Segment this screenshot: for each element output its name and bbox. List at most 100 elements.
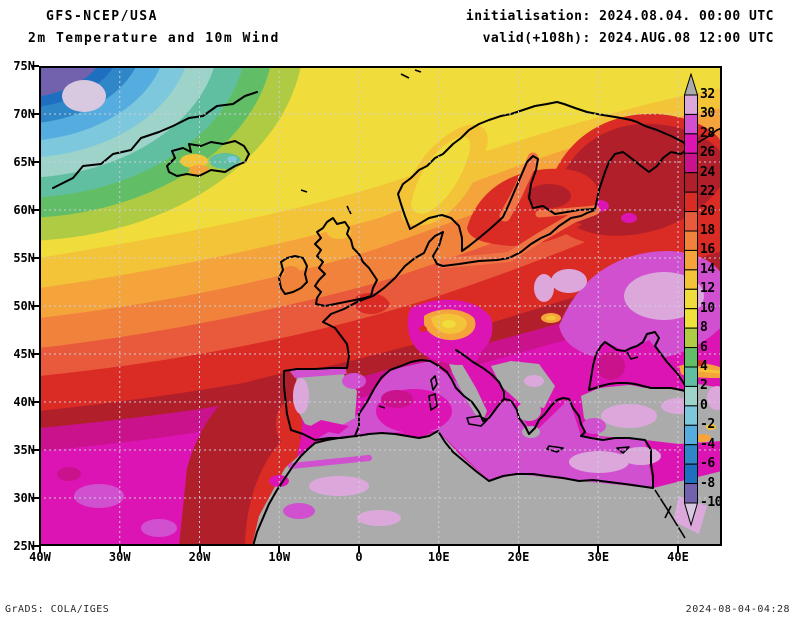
iceland-coast — [166, 140, 250, 177]
temperature-field — [39, 66, 722, 546]
lon-label: 10W — [268, 550, 291, 564]
cold-region-northwest — [39, 66, 301, 241]
colorbar-below-min-arrow — [683, 502, 699, 527]
lat-tick — [32, 449, 39, 451]
colorbar-tick-label: -8 — [700, 475, 715, 491]
lat-tick — [32, 401, 39, 403]
colorbar-tick-label: 6 — [700, 339, 708, 355]
lat-label: 75N — [13, 59, 35, 73]
colorbar-tick-label: 0 — [700, 397, 708, 413]
colorbar-segment — [684, 385, 698, 407]
colorbar-segment — [684, 463, 698, 485]
lon-label: 20W — [188, 550, 211, 564]
colorbar-segment — [684, 211, 698, 232]
colorbar-tick-label: 22 — [700, 184, 715, 200]
lat-tick — [32, 545, 39, 547]
lat-tick — [32, 113, 39, 115]
initialisation-time: initialisation: 2024.08.04. 00:00 UTC — [465, 9, 774, 24]
scandinavia-baltic-side — [409, 155, 596, 252]
lon-tick — [517, 546, 520, 553]
colorbar-tick-label: 26 — [700, 145, 715, 161]
colorbar-segment — [684, 444, 698, 465]
colorbar-segment — [684, 230, 698, 251]
lat-tick — [32, 161, 39, 163]
colorbar-segment — [684, 347, 698, 368]
colorbar-above-max-arrow — [683, 72, 699, 96]
lon-tick — [118, 546, 121, 553]
norway-kola-coast — [397, 101, 690, 230]
lat-label: 70N — [13, 107, 35, 121]
colorbar-segment — [684, 113, 698, 135]
colorbar-segment — [684, 269, 698, 290]
lat-tick — [32, 257, 39, 259]
sicily-coast — [466, 415, 488, 427]
colorbar-tick-label: 10 — [700, 300, 715, 316]
colorbar-tick-label: 32 — [700, 87, 715, 102]
lon-tick — [278, 546, 281, 553]
lat-label: 40N — [13, 395, 35, 409]
creation-timestamp: 2024-08-04-04:28 — [685, 604, 790, 615]
red-sea-coast — [654, 489, 686, 539]
lat-tick — [32, 209, 39, 211]
crimea-coast — [626, 351, 639, 360]
colorbar-segment — [684, 94, 698, 115]
colorbar-segment — [684, 327, 698, 349]
colorbar-tick-label: 14 — [700, 261, 715, 277]
lat-label: 35N — [13, 443, 35, 457]
colorbar-segment — [684, 366, 698, 387]
map-panel — [39, 66, 722, 546]
colorbar-tick-label: 18 — [700, 223, 715, 238]
lon-label: 20E — [507, 550, 530, 564]
lat-tick — [32, 305, 39, 307]
lon-label: 10E — [427, 550, 450, 564]
valid-time: valid(+108h): 2024.AUG.08 12:00 UTC — [482, 31, 774, 46]
lon-label: 0 — [355, 550, 363, 564]
colorbar-tick-label: 30 — [700, 106, 715, 122]
colorbar-tick-label: 4 — [700, 359, 708, 374]
adriatic-italy-east — [455, 349, 505, 400]
lon-tick — [358, 546, 360, 553]
colorbar-segment — [684, 424, 698, 446]
model-title: GFS-NCEP/USA — [46, 9, 158, 24]
lat-label: 25N — [13, 539, 35, 553]
lon-label: 30E — [587, 550, 610, 564]
colorbar-tick-label: -4 — [700, 436, 715, 452]
map-frame — [39, 66, 722, 546]
grads-credit: GrADS: COLA/IGES — [5, 604, 110, 615]
lat-label: 65N — [13, 155, 35, 169]
colorbar-segment — [684, 288, 698, 310]
lat-label: 55N — [13, 251, 35, 265]
colorbar-tick-label: 2 — [700, 378, 708, 394]
mediterranean-islands — [378, 375, 630, 454]
colorbar-segment — [684, 405, 698, 426]
lon-tick — [198, 546, 201, 553]
colorbar-segment — [684, 152, 698, 174]
colorbar-segment — [684, 308, 698, 329]
colorbar-tick-label: 8 — [700, 320, 708, 336]
colorbar-tick-label: 16 — [700, 242, 715, 258]
mediterranean-africa-coast — [252, 359, 654, 546]
lon-tick — [39, 546, 41, 553]
colorbar-segment — [684, 191, 698, 213]
lon-tick — [677, 546, 679, 553]
colorbar-tick-label: -10 — [700, 495, 722, 510]
lon-label: 40W — [29, 550, 51, 564]
lat-tick — [32, 65, 39, 67]
colorbar-segment — [684, 483, 698, 504]
lat-label: 50N — [13, 299, 35, 313]
colorbar-tick-label: -6 — [700, 456, 715, 472]
colorbar — [683, 72, 699, 531]
chart-title: 2m Temperature and 10m Wind — [28, 31, 280, 46]
lon-tick — [437, 546, 440, 553]
lat-label: 30N — [13, 491, 35, 505]
greenland-coast — [52, 91, 258, 189]
lat-label: 45N — [13, 347, 35, 361]
colorbar-tick-label: 24 — [700, 164, 715, 180]
colorbar-tick-label: 28 — [700, 125, 715, 141]
gridlines — [39, 66, 722, 546]
lon-label: 30W — [108, 550, 131, 564]
colorbar-segment — [684, 133, 698, 154]
temperature-map — [39, 66, 722, 546]
colorbar-tick-label: 12 — [700, 281, 715, 297]
